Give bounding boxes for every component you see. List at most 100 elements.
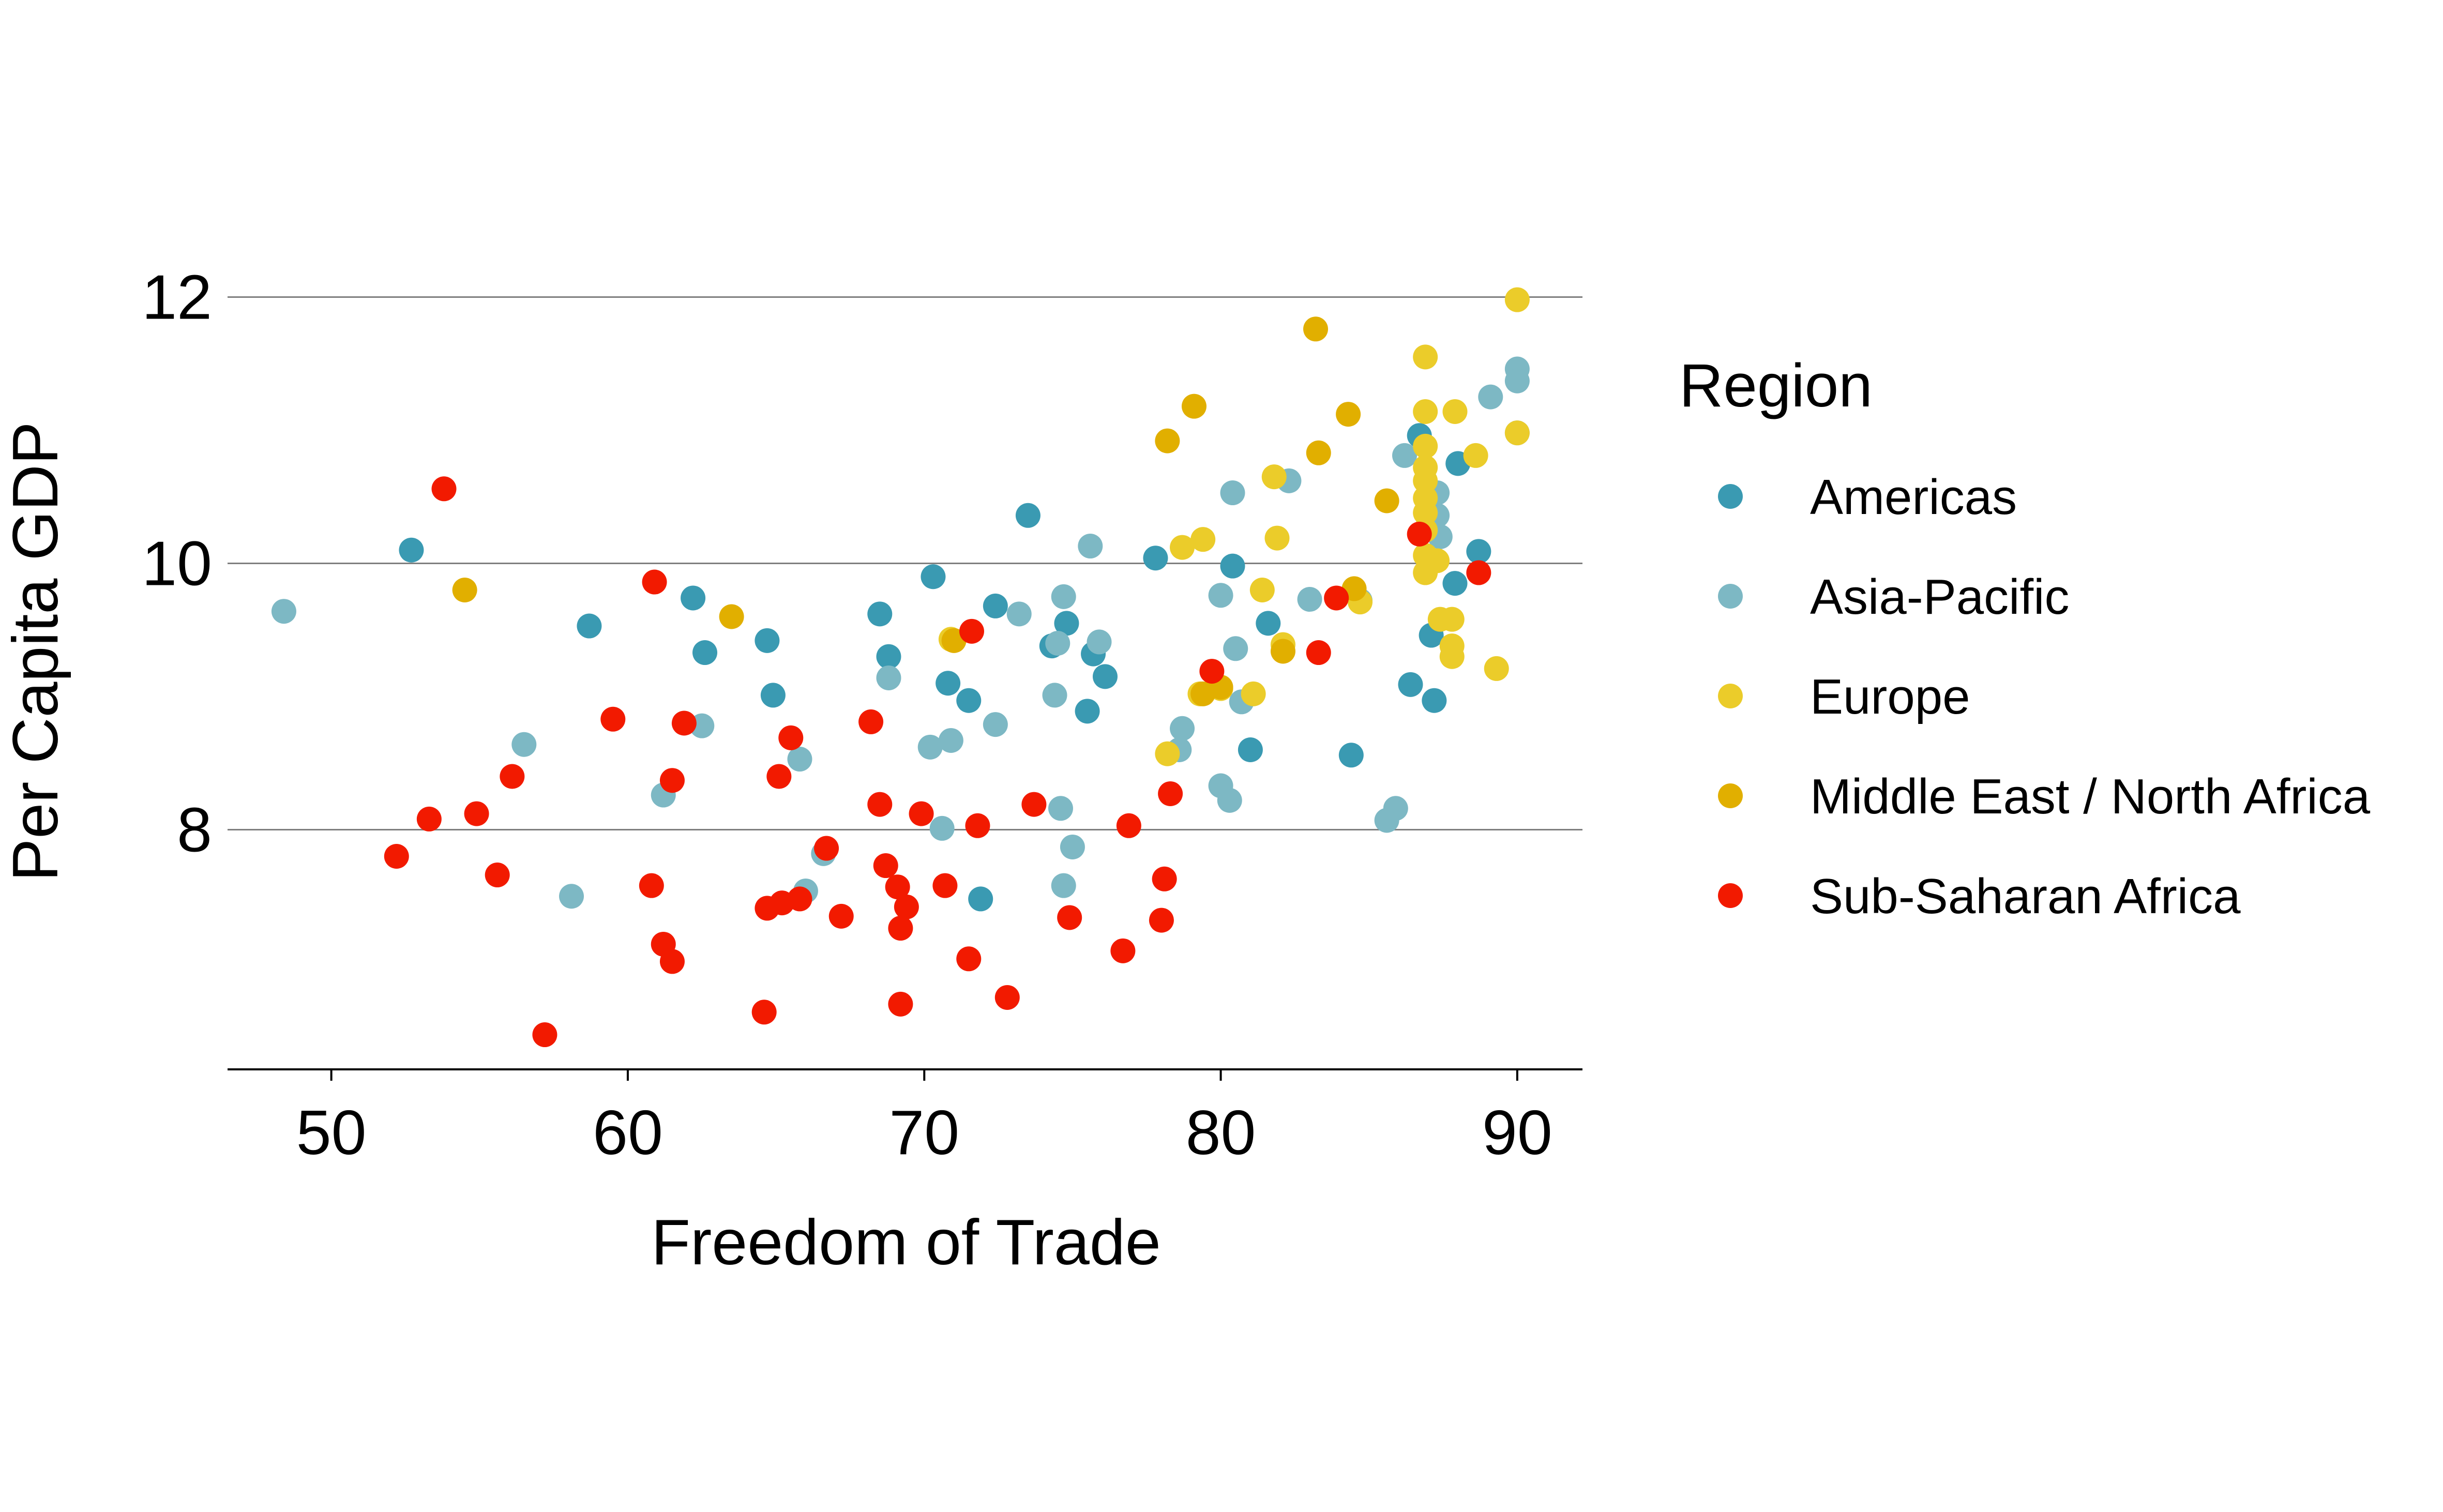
data-point [1297,587,1322,612]
data-point [1374,488,1399,513]
data-point [642,569,667,595]
data-point [894,894,919,919]
data-point [1045,631,1070,656]
data-point [1181,394,1207,419]
data-point [500,764,525,789]
data-point [1413,455,1438,480]
data-point [1270,639,1295,664]
data-point [1199,659,1225,684]
data-point [671,710,697,736]
y-tick-label: 10 [142,528,212,599]
data-point [1249,578,1275,602]
data-point [431,476,457,502]
legend-swatch [1718,783,1743,808]
data-point [1241,681,1266,706]
data-point [787,886,812,912]
data-point [778,725,804,750]
data-point [1466,560,1491,585]
data-point [1220,480,1245,506]
data-point [1048,796,1073,821]
legend-swatch [1718,883,1743,908]
data-point [1413,344,1438,370]
data-point [1021,792,1047,817]
legend-items: Americas Asia-Pacific Europe Middle East / … [1718,470,2371,924]
data-point [1006,601,1032,627]
data-point [1261,464,1287,490]
data-point [1223,636,1248,661]
data-point [485,863,510,888]
data-point [1152,866,1177,891]
data-point [1336,402,1361,427]
data-point [1158,781,1183,806]
data-point [1256,611,1281,636]
data-point [921,564,946,589]
data-point [1425,548,1450,573]
legend-label: Sub-Saharan Africa [1810,869,2241,924]
data-point [994,985,1020,1010]
data-point [532,1022,557,1048]
data-point [1078,534,1103,559]
data-point [577,613,602,639]
data-point [719,604,744,629]
data-point [1051,873,1076,898]
data-point [1087,629,1112,655]
gridlines [228,296,1582,830]
data-point [1303,316,1329,342]
data-point [1478,384,1503,410]
x-tick-label: 80 [1186,1097,1256,1168]
data-point [1217,788,1242,813]
data-point [416,806,442,831]
data-point [659,768,685,793]
data-point [384,844,409,869]
data-point [639,873,664,898]
data-point [909,801,934,826]
data-point [1439,644,1465,669]
data-point [511,732,537,757]
data-point [1466,539,1491,564]
data-point [1057,905,1082,930]
legend-swatch [1718,484,1743,509]
data-point [1324,585,1349,611]
data-point [760,683,786,708]
data-point [1306,440,1331,465]
data-point [1238,737,1263,762]
data-point [983,712,1008,737]
data-point [787,747,812,772]
data-point [1015,503,1040,528]
data-point [659,949,685,974]
data-point [559,884,584,909]
x-axis-title: Freedom of Trade [651,1207,1161,1278]
data-point [1504,368,1530,394]
x-axis [228,1068,1582,1081]
data-point [452,578,477,602]
data-point [873,853,898,879]
data-point [932,873,958,898]
y-axis-title: Per Capita GDP [0,421,71,881]
data-point [1439,607,1465,632]
data-point [1504,287,1530,312]
data-point [1155,428,1180,453]
data-point [1190,527,1216,552]
data-point [681,585,706,611]
data-point [1422,688,1447,713]
data-point [271,599,296,624]
data-point [876,644,901,669]
data-point [1116,813,1141,838]
x-tick-label: 60 [593,1097,663,1168]
data-point [1504,420,1530,446]
data-point [751,1000,777,1025]
data-point [1398,672,1423,697]
data-point [1110,938,1136,963]
legend-label: Middle East / North Africa [1810,769,2371,824]
data-points [271,287,1530,1048]
data-point [1092,664,1118,689]
data-point [1054,611,1079,636]
data-point [1208,583,1233,608]
data-point [1170,716,1195,741]
data-point [1413,486,1438,511]
data-point [1442,571,1468,596]
data-point [965,813,990,838]
data-point [1463,443,1488,468]
